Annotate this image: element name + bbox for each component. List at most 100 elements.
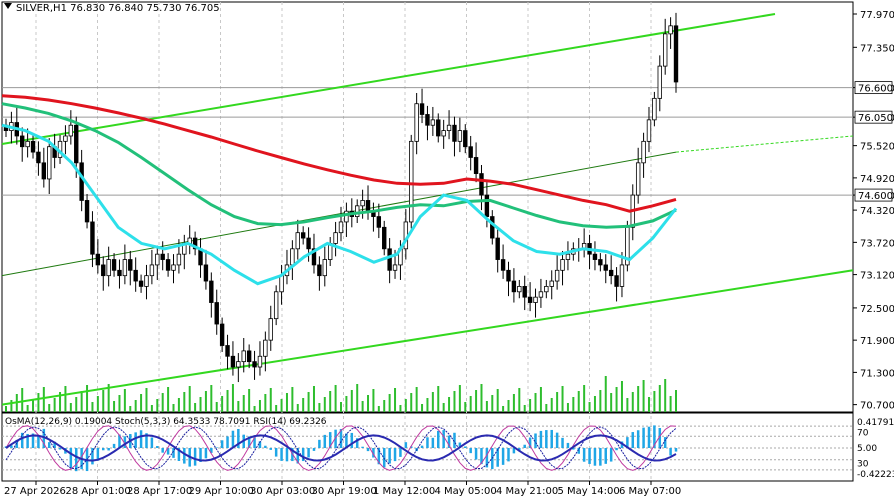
candle-body <box>392 264 398 271</box>
candle-body <box>446 124 452 131</box>
candle-body <box>74 124 79 164</box>
candle-body <box>155 253 160 266</box>
candle-body <box>246 350 252 363</box>
oscillator-scale-label: 30 <box>857 459 869 469</box>
symbol-header: SILVER,H1 76.830 76.840 75.730 76.705 <box>16 3 220 14</box>
candle-body <box>382 226 387 250</box>
price-tick-label: 75.520 <box>860 142 894 153</box>
candle-body <box>527 296 533 303</box>
candle-body <box>538 291 544 298</box>
candle-body <box>138 280 144 287</box>
price-tick-label: 72.500 <box>860 304 894 315</box>
price-tick-label: 74.320 <box>860 206 894 217</box>
candle-body <box>68 124 74 137</box>
candle-body <box>322 259 327 277</box>
price-tick-label: 77.350 <box>860 43 894 54</box>
channel-middle-extension <box>675 135 854 153</box>
candle-body <box>149 264 155 277</box>
candle-body <box>263 339 268 357</box>
price-tick-label: 71.900 <box>860 336 894 347</box>
candle-body <box>333 232 338 244</box>
time-tick-label: 29 Apr 10:00 <box>189 486 254 497</box>
candle-body <box>673 25 679 83</box>
candle-body <box>273 291 279 320</box>
candle-body <box>252 361 257 368</box>
candle-body <box>495 237 500 260</box>
price-tick-label: 77.970 <box>860 10 894 21</box>
candle-body <box>230 355 236 368</box>
channel-upper-line[interactable] <box>1 13 776 146</box>
candle-body <box>614 275 619 287</box>
candle-body <box>338 221 344 234</box>
candle-body <box>635 162 641 196</box>
ema-cyan-line <box>1 123 678 286</box>
candle-body <box>122 259 128 277</box>
candle-body <box>484 194 490 217</box>
candle-body <box>279 275 284 293</box>
candle-body <box>441 130 446 137</box>
candle-body <box>133 269 138 282</box>
candle-body <box>506 269 511 282</box>
candle-body <box>511 280 517 293</box>
candle-body <box>479 173 484 196</box>
candle-body <box>598 259 603 266</box>
candle-body <box>214 302 219 325</box>
triangle-down-icon[interactable] <box>4 3 12 9</box>
candle-body <box>209 280 214 303</box>
candle-body <box>603 264 608 271</box>
candle-body <box>257 355 263 368</box>
candle-body <box>652 97 657 121</box>
candle-body <box>311 248 317 266</box>
candle-body <box>290 248 295 266</box>
candle-body <box>79 162 84 201</box>
candle-body <box>500 259 506 271</box>
candle-body <box>425 114 430 126</box>
candle-body <box>463 130 468 148</box>
candle-body <box>457 130 463 142</box>
candle-body <box>549 280 554 287</box>
moving-averages <box>1 94 678 286</box>
candle-body <box>376 216 382 228</box>
candle-body <box>111 259 117 271</box>
candle-body <box>225 345 230 357</box>
candle-body <box>241 350 246 363</box>
candle-body <box>473 157 479 174</box>
time-tick-label: 28 Apr 17:00 <box>127 486 192 497</box>
price-tick-label: 74.920 <box>860 174 894 185</box>
candle-body <box>84 200 90 223</box>
price-tick-label: 73.720 <box>860 238 894 249</box>
candle-body <box>306 237 311 250</box>
oscillator-scale-label: 5.00 <box>857 444 877 454</box>
price-level-box <box>854 188 893 202</box>
candle-body <box>63 135 68 142</box>
candle-body <box>533 296 538 303</box>
candle-body <box>544 286 549 293</box>
price-level-label: 74.600 <box>858 191 893 202</box>
candle-body <box>657 65 662 99</box>
price-level-box <box>854 81 893 95</box>
channel-lower-line[interactable] <box>1 269 854 406</box>
candle-body <box>565 253 571 260</box>
candle-body <box>355 205 360 217</box>
time-tick-label: 28 Apr 01:00 <box>66 486 131 497</box>
candle-body <box>25 140 30 148</box>
candle-body <box>160 253 165 260</box>
candle-body <box>414 103 419 142</box>
candle-body <box>128 259 133 271</box>
time-tick-label: 4 May 21:00 <box>496 486 558 497</box>
price-level-label: 76.050 <box>858 113 893 124</box>
price-axis[interactable]: 77.970 77.350 76.600 76.050 75.520 74.920 74.6… <box>853 10 894 412</box>
candle-body <box>300 232 306 239</box>
candles[interactable] <box>3 12 679 383</box>
oscillator-header: OsMA(12,26,9) 0.19004 Stoch(5,3,3) 64.35… <box>5 417 327 427</box>
candle-body <box>203 264 209 282</box>
time-tick-label: 30 Apr 19:00 <box>312 486 377 497</box>
ema-red-line <box>1 94 677 213</box>
candle-body <box>117 269 122 277</box>
candle-body <box>365 200 371 212</box>
candle-body <box>490 216 495 239</box>
price-tick-label: 73.120 <box>860 271 894 282</box>
price-tick-label: 71.300 <box>860 368 894 379</box>
